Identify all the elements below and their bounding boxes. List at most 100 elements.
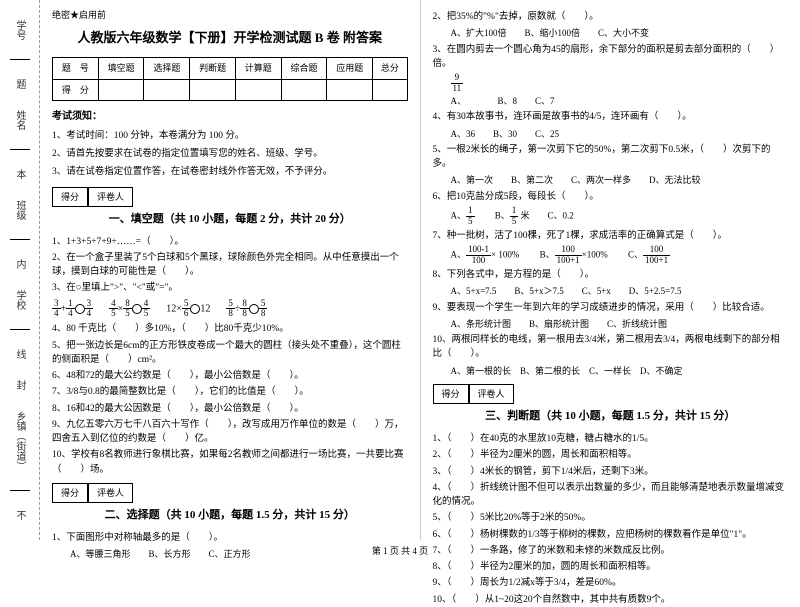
frac-expr: 34+1434 xyxy=(52,299,93,320)
td[interactable] xyxy=(190,79,236,100)
question: 3、（ ）4米长的钢管，剪下1/4米后，还剩下3米。 xyxy=(433,465,789,479)
question: 9、要表现一个学生一年到六年的学习成绩进步的情况，采用（ ）比较合适。 xyxy=(433,301,789,315)
page-container: 学号 题 姓名 本 班级 内 学校 线 封 乡镇（街道） 不 绝密★启用前 人教… xyxy=(0,0,800,540)
options: A、第一次 B、第二次 C、两次一样多 D、无法比较 xyxy=(451,173,789,187)
td: 得 分 xyxy=(53,79,99,100)
question: 2、（ ）半径为2厘米的圆，周长和面积相等。 xyxy=(433,448,789,462)
td[interactable] xyxy=(327,79,373,100)
fraction-row: 34+1434 45×8545 12×5612 58÷8858 xyxy=(52,299,408,320)
question: 5、一根2米长的绳子，第一次剪下它的50%，第二次剪下0.5米，（ ）次剪下的多… xyxy=(433,143,789,172)
options: A、 B、8 C、7 xyxy=(451,94,789,108)
question: 7、种一批树，活了100棵，死了1棵，求成活率的正确算式是（ ）。 xyxy=(433,229,789,243)
question: 3、在圆内剪去一个圆心角为45的扇形，余下部分的面积是剪去部分面积的（ ）倍。 xyxy=(433,43,789,72)
frac-expr: 58÷8858 xyxy=(226,299,267,320)
circle-blank[interactable] xyxy=(190,304,200,314)
options: A、5+x=7.5 B、5+x＞7.5 C、5+x D、5+2.5=7.5 xyxy=(451,284,789,298)
options: 911 xyxy=(451,73,789,94)
cell: 得分 xyxy=(433,384,469,404)
th: 应用题 xyxy=(327,58,373,79)
th: 总分 xyxy=(373,58,407,79)
right-column: 2、把35%的"%"去掉，原数就（ ）。 A、扩大100倍 B、缩小100倍 C… xyxy=(421,0,800,540)
options: A、36 B、30 C、25 xyxy=(451,127,789,141)
question: 4、80 千克比（ ）多10%，（ ）比80千克少10%。 xyxy=(52,322,408,336)
margin-label: 学校 xyxy=(12,290,27,310)
margin-line xyxy=(10,490,30,491)
margin-cut: 封 xyxy=(12,380,27,390)
question: 10、两根同样长的电线，第一根用去3/4米，第二根用去3/4，两根电线剩下的部分… xyxy=(433,333,789,362)
notice-header: 考试须知： xyxy=(52,109,408,125)
options: A、第一根的长 B、第二根的长 C、一样长 D、不确定 xyxy=(451,364,789,378)
margin-label: 乡镇（街道） xyxy=(12,411,27,471)
score-table: 题 号 填空题 选择题 判断题 计算题 综合题 应用题 总分 得 分 xyxy=(52,57,408,101)
section-1-title: 一、填空题（共 10 小题，每题 2 分，共计 20 分） xyxy=(52,211,408,229)
margin-line xyxy=(10,329,30,330)
question: 8、16和42的最大公因数是（ ），最小公倍数是（ ）。 xyxy=(52,402,408,416)
margin-line xyxy=(10,149,30,150)
margin-label: 班级 xyxy=(12,200,27,220)
circle-blank[interactable] xyxy=(132,304,142,314)
td[interactable] xyxy=(98,79,144,100)
table-row: 题 号 填空题 选择题 判断题 计算题 综合题 应用题 总分 xyxy=(53,58,408,79)
notice-item: 1、考试时间：100 分钟，本卷满分为 100 分。 xyxy=(52,129,408,144)
question: 1、1+3+5+7+9+……=（ ）。 xyxy=(52,235,408,249)
question: 8、下列各式中，是方程的是（ ）。 xyxy=(433,268,789,282)
cell: 评卷人 xyxy=(88,187,133,207)
frac-expr: 45×8545 xyxy=(109,299,150,320)
question: 9、九亿五零六万七千八百六十写作（ ），改写成用万作单位的数是（ ）万，四舍五入… xyxy=(52,418,408,447)
question: 5、（ ）5米比20%等于2米的50%。 xyxy=(433,511,789,525)
th: 判断题 xyxy=(190,58,236,79)
td[interactable] xyxy=(235,79,281,100)
page-footer: 第 1 页 共 4 页 xyxy=(0,544,800,557)
cell: 得分 xyxy=(52,483,88,503)
section-2-title: 二、选择题（共 10 小题，每题 1.5 分，共计 15 分） xyxy=(52,507,408,525)
th: 计算题 xyxy=(235,58,281,79)
td[interactable] xyxy=(281,79,327,100)
margin-cut: 题 xyxy=(12,79,27,89)
th: 填空题 xyxy=(98,58,144,79)
th: 综合题 xyxy=(281,58,327,79)
circle-blank[interactable] xyxy=(75,304,85,314)
question: 10、学校有8名教师进行象棋比赛，如果每2名教师之间都进行一场比赛，一共要比赛（… xyxy=(52,448,408,477)
circle-blank[interactable] xyxy=(249,304,259,314)
question: 7、3/8与0.8的最简整数比是（ ），它们的比值是（ ）。 xyxy=(52,385,408,399)
exam-title: 人教版六年级数学【下册】开学检测试题 B 卷 附答案 xyxy=(52,28,408,49)
td[interactable] xyxy=(373,79,407,100)
secret-label: 绝密★启用前 xyxy=(52,8,408,22)
options: A、100-1100× 100% B、100100+1×100% C、10010… xyxy=(451,245,789,266)
notice-item: 3、请在试卷指定位置作答，在试卷密封线外作答无效，不予评分。 xyxy=(52,165,408,180)
question: 2、在一个盒子里装了5个白球和5个黑球，球除颜色外完全相同。从中任意摸出一个球，… xyxy=(52,251,408,280)
margin-cut: 内 xyxy=(12,259,27,269)
cell: 评卷人 xyxy=(88,483,133,503)
margin-cut: 本 xyxy=(12,169,27,179)
th: 选择题 xyxy=(144,58,190,79)
frac-expr: 12×5612 xyxy=(166,299,210,320)
margin-line xyxy=(10,59,30,60)
question: 6、把10克盐分成5段，每段长（ ）。 xyxy=(433,190,789,204)
margin-label: 学号 xyxy=(12,20,27,40)
table-row: 得 分 xyxy=(53,79,408,100)
options: A、扩大100倍 B、缩小100倍 C、大小不变 xyxy=(451,26,789,40)
question: 5、把一张边长是6cm的正方形铁皮卷成一个最大的圆柱（接头处不重叠），这个圆柱的… xyxy=(52,339,408,368)
margin-label: 姓名 xyxy=(12,110,27,130)
score-mini-box: 得分 评卷人 xyxy=(52,483,408,503)
margin-line xyxy=(10,239,30,240)
question: 1、（ ）在40克的水里放10克糖，糖占糖水的1/5。 xyxy=(433,432,789,446)
score-mini-box: 得分 评卷人 xyxy=(52,187,408,207)
options: A、条形统计图 B、扇形统计图 C、折线统计图 xyxy=(451,317,789,331)
notice-item: 2、请首先按要求在试卷的指定位置填写您的姓名、班级、学号。 xyxy=(52,147,408,162)
section-3-title: 三、判断题（共 10 小题，每题 1.5 分，共计 15 分） xyxy=(433,408,789,426)
th: 题 号 xyxy=(53,58,99,79)
frac: 911 xyxy=(451,73,464,94)
question: 8、（ ）半径为2厘米的加，圆的周长和面积相等。 xyxy=(433,560,789,574)
binding-margin: 学号 题 姓名 本 班级 内 学校 线 封 乡镇（街道） 不 xyxy=(0,0,40,540)
cell: 得分 xyxy=(52,187,88,207)
score-mini-box: 得分 评卷人 xyxy=(433,384,789,404)
question: 2、把35%的"%"去掉，原数就（ ）。 xyxy=(433,10,789,24)
question: 4、有30本故事书，连环画是故事书的4/5，连环画有（ ）。 xyxy=(433,110,789,124)
question: 6、（ ）杨树棵数的1/3等于柳树的棵数，应把杨树的棵数看作是单位"1"。 xyxy=(433,528,789,542)
question: 4、（ ）折线统计图不但可以表示出数量的多少，而且能够清楚地表示数量增减变化的情… xyxy=(433,481,789,510)
td[interactable] xyxy=(144,79,190,100)
question: 6、48和72的最大公约数是（ ），最小公倍数是（ ）。 xyxy=(52,369,408,383)
question: 10、（ ）从1~20这20个自然数中，其中共有质数9个。 xyxy=(433,593,789,607)
question: 9、（ ）周长为1/2减x等于3/4，差是60%。 xyxy=(433,576,789,590)
